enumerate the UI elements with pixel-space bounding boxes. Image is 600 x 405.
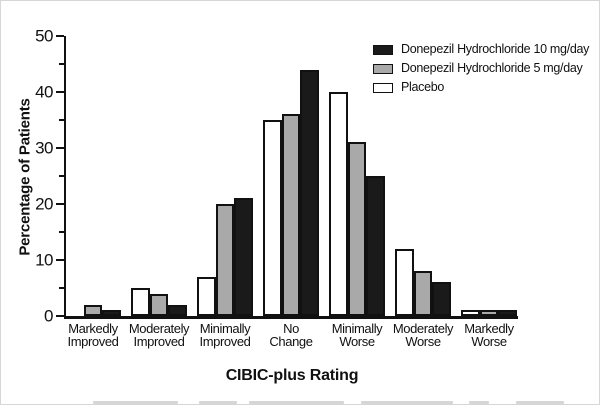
x-category-label: Markedly Improved <box>67 321 119 349</box>
x-category-label: Markedly Worse <box>464 321 514 349</box>
y-minor-tick <box>59 119 64 121</box>
legend-swatch <box>373 82 393 93</box>
bar-placebo <box>197 276 216 316</box>
bar-donepezil-hydrochloride-10-mg-day <box>498 310 517 316</box>
x-category-label: Minimally Improved <box>199 321 251 349</box>
y-major-tick <box>56 91 64 93</box>
y-axis-line <box>64 36 66 319</box>
legend-item: Placebo <box>373 81 444 94</box>
bar-placebo <box>395 248 414 316</box>
bar-donepezil-hydrochloride-5-mg-day <box>479 310 499 316</box>
legend-swatch <box>373 63 393 74</box>
y-tick-label: 50 <box>35 26 53 46</box>
bar-donepezil-hydrochloride-5-mg-day <box>281 114 301 316</box>
x-axis-line <box>64 316 518 319</box>
bar-donepezil-hydrochloride-5-mg-day <box>83 304 103 316</box>
y-major-tick <box>56 203 64 205</box>
bar-donepezil-hydrochloride-10-mg-day <box>102 310 121 316</box>
x-axis-title: CIBIC-plus Rating <box>225 367 359 384</box>
y-minor-tick <box>59 175 64 177</box>
caption-fragment <box>469 401 489 404</box>
y-tick-label: 10 <box>35 250 53 270</box>
legend-label: Placebo <box>401 80 445 95</box>
legend-item: Donepezil Hydrochloride 10 mg/day <box>373 43 589 56</box>
bar-placebo <box>461 310 480 316</box>
caption-fragment <box>93 401 178 404</box>
legend-label: Donepezil Hydrochloride 10 mg/day <box>401 42 590 57</box>
caption-fragment <box>361 401 453 404</box>
y-major-tick <box>56 35 64 37</box>
bar-placebo <box>329 92 348 316</box>
bar-donepezil-hydrochloride-10-mg-day <box>432 282 451 316</box>
caption-fragment <box>516 401 564 404</box>
legend-swatch <box>373 44 393 55</box>
y-major-tick <box>56 315 64 317</box>
x-category-label: Minimally Worse <box>331 321 383 349</box>
y-minor-tick <box>59 231 64 233</box>
x-category-label: No Change <box>269 321 313 349</box>
y-tick-label: 40 <box>35 82 53 102</box>
y-minor-tick <box>59 63 64 65</box>
caption-fragment <box>249 401 344 404</box>
bar-donepezil-hydrochloride-5-mg-day <box>149 293 169 316</box>
legend-label: Donepezil Hydrochloride 5 mg/day <box>401 61 583 76</box>
bar-donepezil-hydrochloride-10-mg-day <box>300 69 319 316</box>
y-minor-tick <box>59 287 64 289</box>
y-major-tick <box>56 259 64 261</box>
bar-donepezil-hydrochloride-5-mg-day <box>347 142 367 316</box>
bar-donepezil-hydrochloride-5-mg-day <box>413 271 433 316</box>
bar-donepezil-hydrochloride-10-mg-day <box>234 198 253 316</box>
y-tick-label: 0 <box>44 306 53 326</box>
caption-fragment <box>199 401 237 404</box>
y-tick-label: 30 <box>35 138 53 158</box>
bar-donepezil-hydrochloride-5-mg-day <box>215 204 235 316</box>
bar-donepezil-hydrochloride-10-mg-day <box>366 176 385 316</box>
y-major-tick <box>56 147 64 149</box>
bar-placebo <box>263 120 282 316</box>
x-category-label: Moderately Improved <box>128 321 190 349</box>
y-tick-label: 20 <box>35 194 53 214</box>
bar-donepezil-hydrochloride-10-mg-day <box>168 304 187 316</box>
legend-item: Donepezil Hydrochloride 5 mg/day <box>373 61 583 76</box>
bar-placebo <box>131 288 150 316</box>
x-category-label: Moderately Worse <box>392 321 454 349</box>
